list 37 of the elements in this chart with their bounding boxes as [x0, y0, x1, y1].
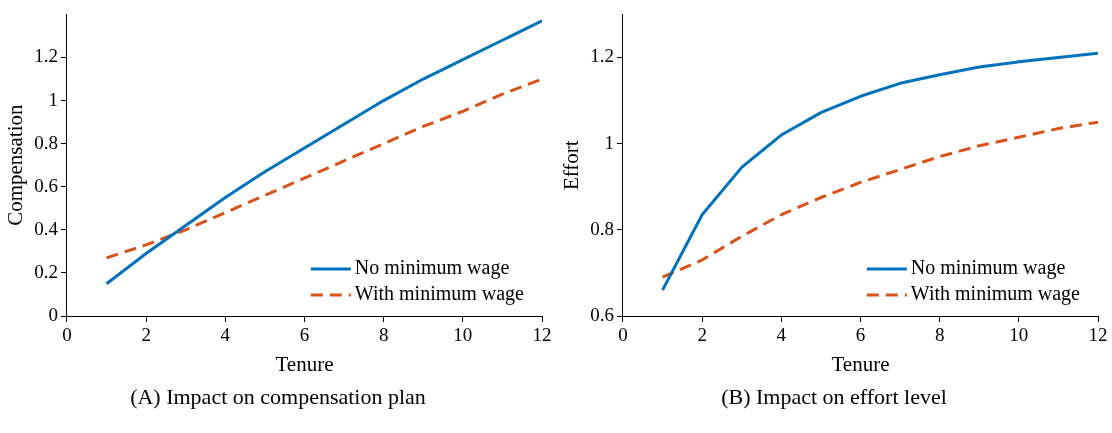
x-tick-label: 12: [532, 324, 552, 346]
y-tick-label: 0.2: [34, 260, 58, 282]
x-tick-label: 12: [1088, 324, 1108, 346]
text: (B) Impact on effort level: [720, 384, 948, 410]
legend-label: With minimum wage: [910, 282, 1081, 306]
y-tick-label: 0.8: [34, 131, 58, 153]
x-tick-label: 4: [776, 324, 787, 346]
text: (A) Impact on compensation plan: [129, 384, 427, 410]
y-tick-label: 0: [48, 303, 58, 325]
x-tick-label: 8: [378, 324, 389, 346]
x-tick-label: 2: [141, 324, 151, 346]
y-tick-label: 0.6: [590, 303, 614, 325]
y-tick-label: 1.2: [34, 45, 58, 67]
x-tick-label: 4: [220, 324, 231, 346]
x-tick-label: 2: [697, 324, 707, 346]
y-tick-label: 0.4: [34, 217, 59, 239]
x-tick-label: 0: [62, 324, 72, 346]
line-series: [105, 77, 542, 260]
legend-label: No minimum wage: [910, 256, 1066, 280]
y-tick-label: 0.6: [34, 174, 58, 196]
y-tick-label: 1: [604, 131, 614, 153]
y-tick-label: 0.8: [590, 217, 614, 239]
y-axis-title: Compensation: [3, 104, 28, 226]
line-series: [661, 120, 1098, 279]
x-tick-label: 8: [934, 324, 945, 346]
y-axis-title: Effort: [559, 140, 584, 191]
y-tick-label: 1.2: [590, 45, 614, 67]
y-tick-label: 1: [48, 88, 58, 110]
x-axis-title: Tenure: [831, 351, 890, 376]
x-tick-label: 6: [855, 324, 866, 346]
x-tick-label: 6: [299, 324, 310, 346]
x-tick-label: 0: [618, 324, 628, 346]
x-tick-label: 10: [453, 324, 473, 346]
legend-label: No minimum wage: [354, 256, 510, 280]
x-axis-title: Tenure: [275, 351, 334, 376]
legend-label: With minimum wage: [354, 282, 525, 306]
x-tick-label: 10: [1009, 324, 1029, 346]
